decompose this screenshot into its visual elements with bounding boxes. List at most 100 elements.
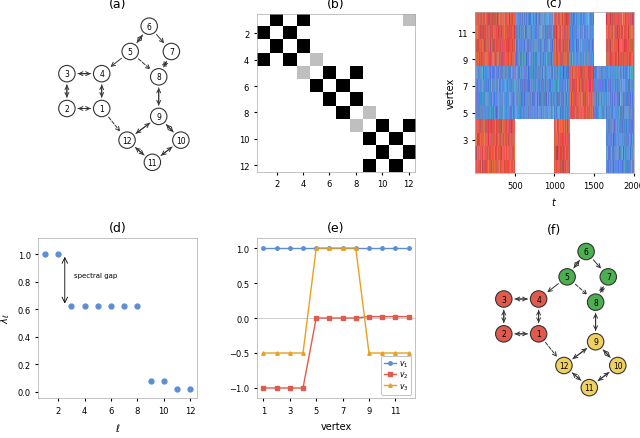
Text: 6: 6 [147, 23, 152, 32]
Text: 8: 8 [593, 298, 598, 307]
X-axis label: vertex: vertex [321, 421, 351, 431]
Circle shape [588, 294, 604, 311]
$v_3$ [260, 350, 268, 356]
Legend: $v_1$, $v_2$, $v_3$: $v_1$, $v_2$, $v_3$ [381, 356, 412, 395]
Text: 1: 1 [99, 105, 104, 114]
$v_3$ [299, 350, 307, 356]
Circle shape [588, 334, 604, 350]
Text: 10: 10 [613, 361, 623, 370]
Circle shape [59, 66, 75, 83]
Text: (a): (a) [109, 0, 126, 11]
$v_3$ [312, 246, 320, 251]
$v_2$ [326, 316, 333, 321]
Text: (c): (c) [546, 0, 563, 10]
Text: 7: 7 [606, 273, 611, 282]
$v_1$ [260, 246, 268, 251]
Line: $v_2$: $v_2$ [262, 315, 410, 390]
Text: 12: 12 [122, 136, 132, 145]
$v_2$ [260, 385, 268, 391]
Text: 9: 9 [156, 113, 161, 122]
$v_2$ [352, 316, 360, 321]
Circle shape [119, 133, 135, 149]
Circle shape [122, 44, 138, 60]
Circle shape [495, 326, 512, 342]
$v_2$ [273, 385, 280, 391]
$v_3$ [339, 246, 346, 251]
Circle shape [93, 66, 110, 83]
Text: 12: 12 [559, 361, 569, 370]
$v_1$ [326, 246, 333, 251]
Line: $v_3$: $v_3$ [262, 247, 410, 355]
X-axis label: $t$: $t$ [552, 196, 557, 208]
$v_3$ [352, 246, 360, 251]
Circle shape [144, 155, 161, 171]
$v_2$ [378, 314, 386, 319]
Text: 9: 9 [593, 338, 598, 346]
$v_2$ [299, 385, 307, 391]
Text: 7: 7 [169, 48, 174, 57]
$v_2$ [365, 314, 373, 319]
$v_1$ [365, 246, 373, 251]
$v_2$ [392, 314, 399, 319]
Text: (d): (d) [109, 222, 127, 235]
$v_1$ [273, 246, 280, 251]
Circle shape [600, 269, 616, 286]
Circle shape [163, 44, 180, 60]
Circle shape [150, 109, 167, 125]
Circle shape [531, 291, 547, 307]
Text: 2: 2 [501, 329, 506, 339]
Text: 11: 11 [148, 159, 157, 167]
$v_1$ [378, 246, 386, 251]
$v_2$ [404, 314, 412, 319]
Text: (f): (f) [547, 223, 561, 236]
Circle shape [578, 244, 595, 260]
Text: 5: 5 [564, 273, 570, 282]
Circle shape [173, 133, 189, 149]
Y-axis label: $\lambda_\ell$: $\lambda_\ell$ [0, 313, 12, 324]
Text: 4: 4 [536, 295, 541, 304]
$v_1$ [352, 246, 360, 251]
Circle shape [495, 291, 512, 307]
$v_3$ [365, 350, 373, 356]
$v_3$ [404, 350, 412, 356]
$v_3$ [286, 350, 294, 356]
Line: $v_1$: $v_1$ [262, 247, 410, 250]
X-axis label: $\ell$: $\ell$ [115, 421, 120, 433]
Text: 8: 8 [156, 73, 161, 82]
Circle shape [559, 269, 575, 286]
$v_1$ [312, 246, 320, 251]
Text: 6: 6 [584, 247, 589, 256]
$v_1$ [404, 246, 412, 251]
Text: (e): (e) [327, 222, 345, 235]
$v_3$ [273, 350, 280, 356]
$v_3$ [392, 350, 399, 356]
Text: 4: 4 [99, 70, 104, 79]
Circle shape [581, 380, 598, 396]
$v_3$ [326, 246, 333, 251]
$v_3$ [378, 350, 386, 356]
Circle shape [531, 326, 547, 342]
Text: 11: 11 [584, 383, 594, 392]
$v_1$ [392, 246, 399, 251]
$v_1$ [299, 246, 307, 251]
Circle shape [609, 357, 626, 374]
Text: 3: 3 [65, 70, 69, 79]
Text: (b): (b) [327, 0, 345, 11]
$v_1$ [339, 246, 346, 251]
Text: 5: 5 [128, 48, 132, 57]
$v_2$ [339, 316, 346, 321]
Circle shape [556, 357, 572, 374]
$v_1$ [286, 246, 294, 251]
$v_2$ [286, 385, 294, 391]
$v_2$ [312, 316, 320, 321]
Text: 10: 10 [176, 136, 186, 145]
Circle shape [93, 101, 110, 117]
Circle shape [150, 70, 167, 86]
Text: 2: 2 [65, 105, 69, 114]
Circle shape [141, 19, 157, 35]
Text: spectral gap: spectral gap [74, 273, 117, 279]
Text: 1: 1 [536, 329, 541, 339]
Circle shape [59, 101, 75, 117]
Y-axis label: vertex: vertex [446, 78, 456, 109]
Text: 3: 3 [501, 295, 506, 304]
